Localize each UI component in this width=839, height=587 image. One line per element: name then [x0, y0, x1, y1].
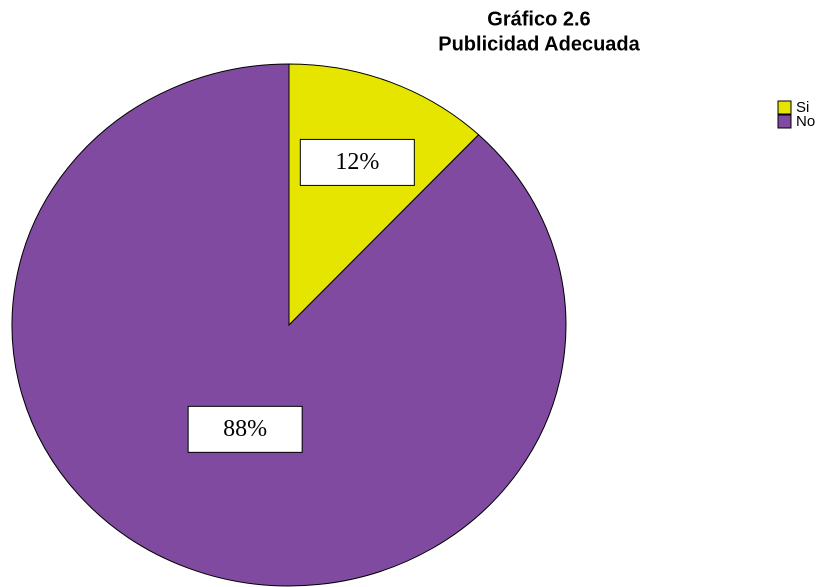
chart-title: Gráfico 2.6: [487, 8, 590, 30]
value-label-box: [299, 138, 415, 186]
chart-subtitle: Publicidad Adecuada: [438, 33, 640, 55]
legend-label: Si: [796, 99, 809, 116]
pie-slice: [288, 63, 480, 327]
value-label: 12%: [335, 149, 379, 175]
pie-slice: [11, 63, 567, 587]
legend-swatch: [777, 100, 792, 115]
value-label: 88%: [223, 416, 267, 442]
value-label-box: [187, 405, 303, 453]
legend-swatch: [777, 114, 792, 129]
legend-label: No: [796, 113, 815, 130]
